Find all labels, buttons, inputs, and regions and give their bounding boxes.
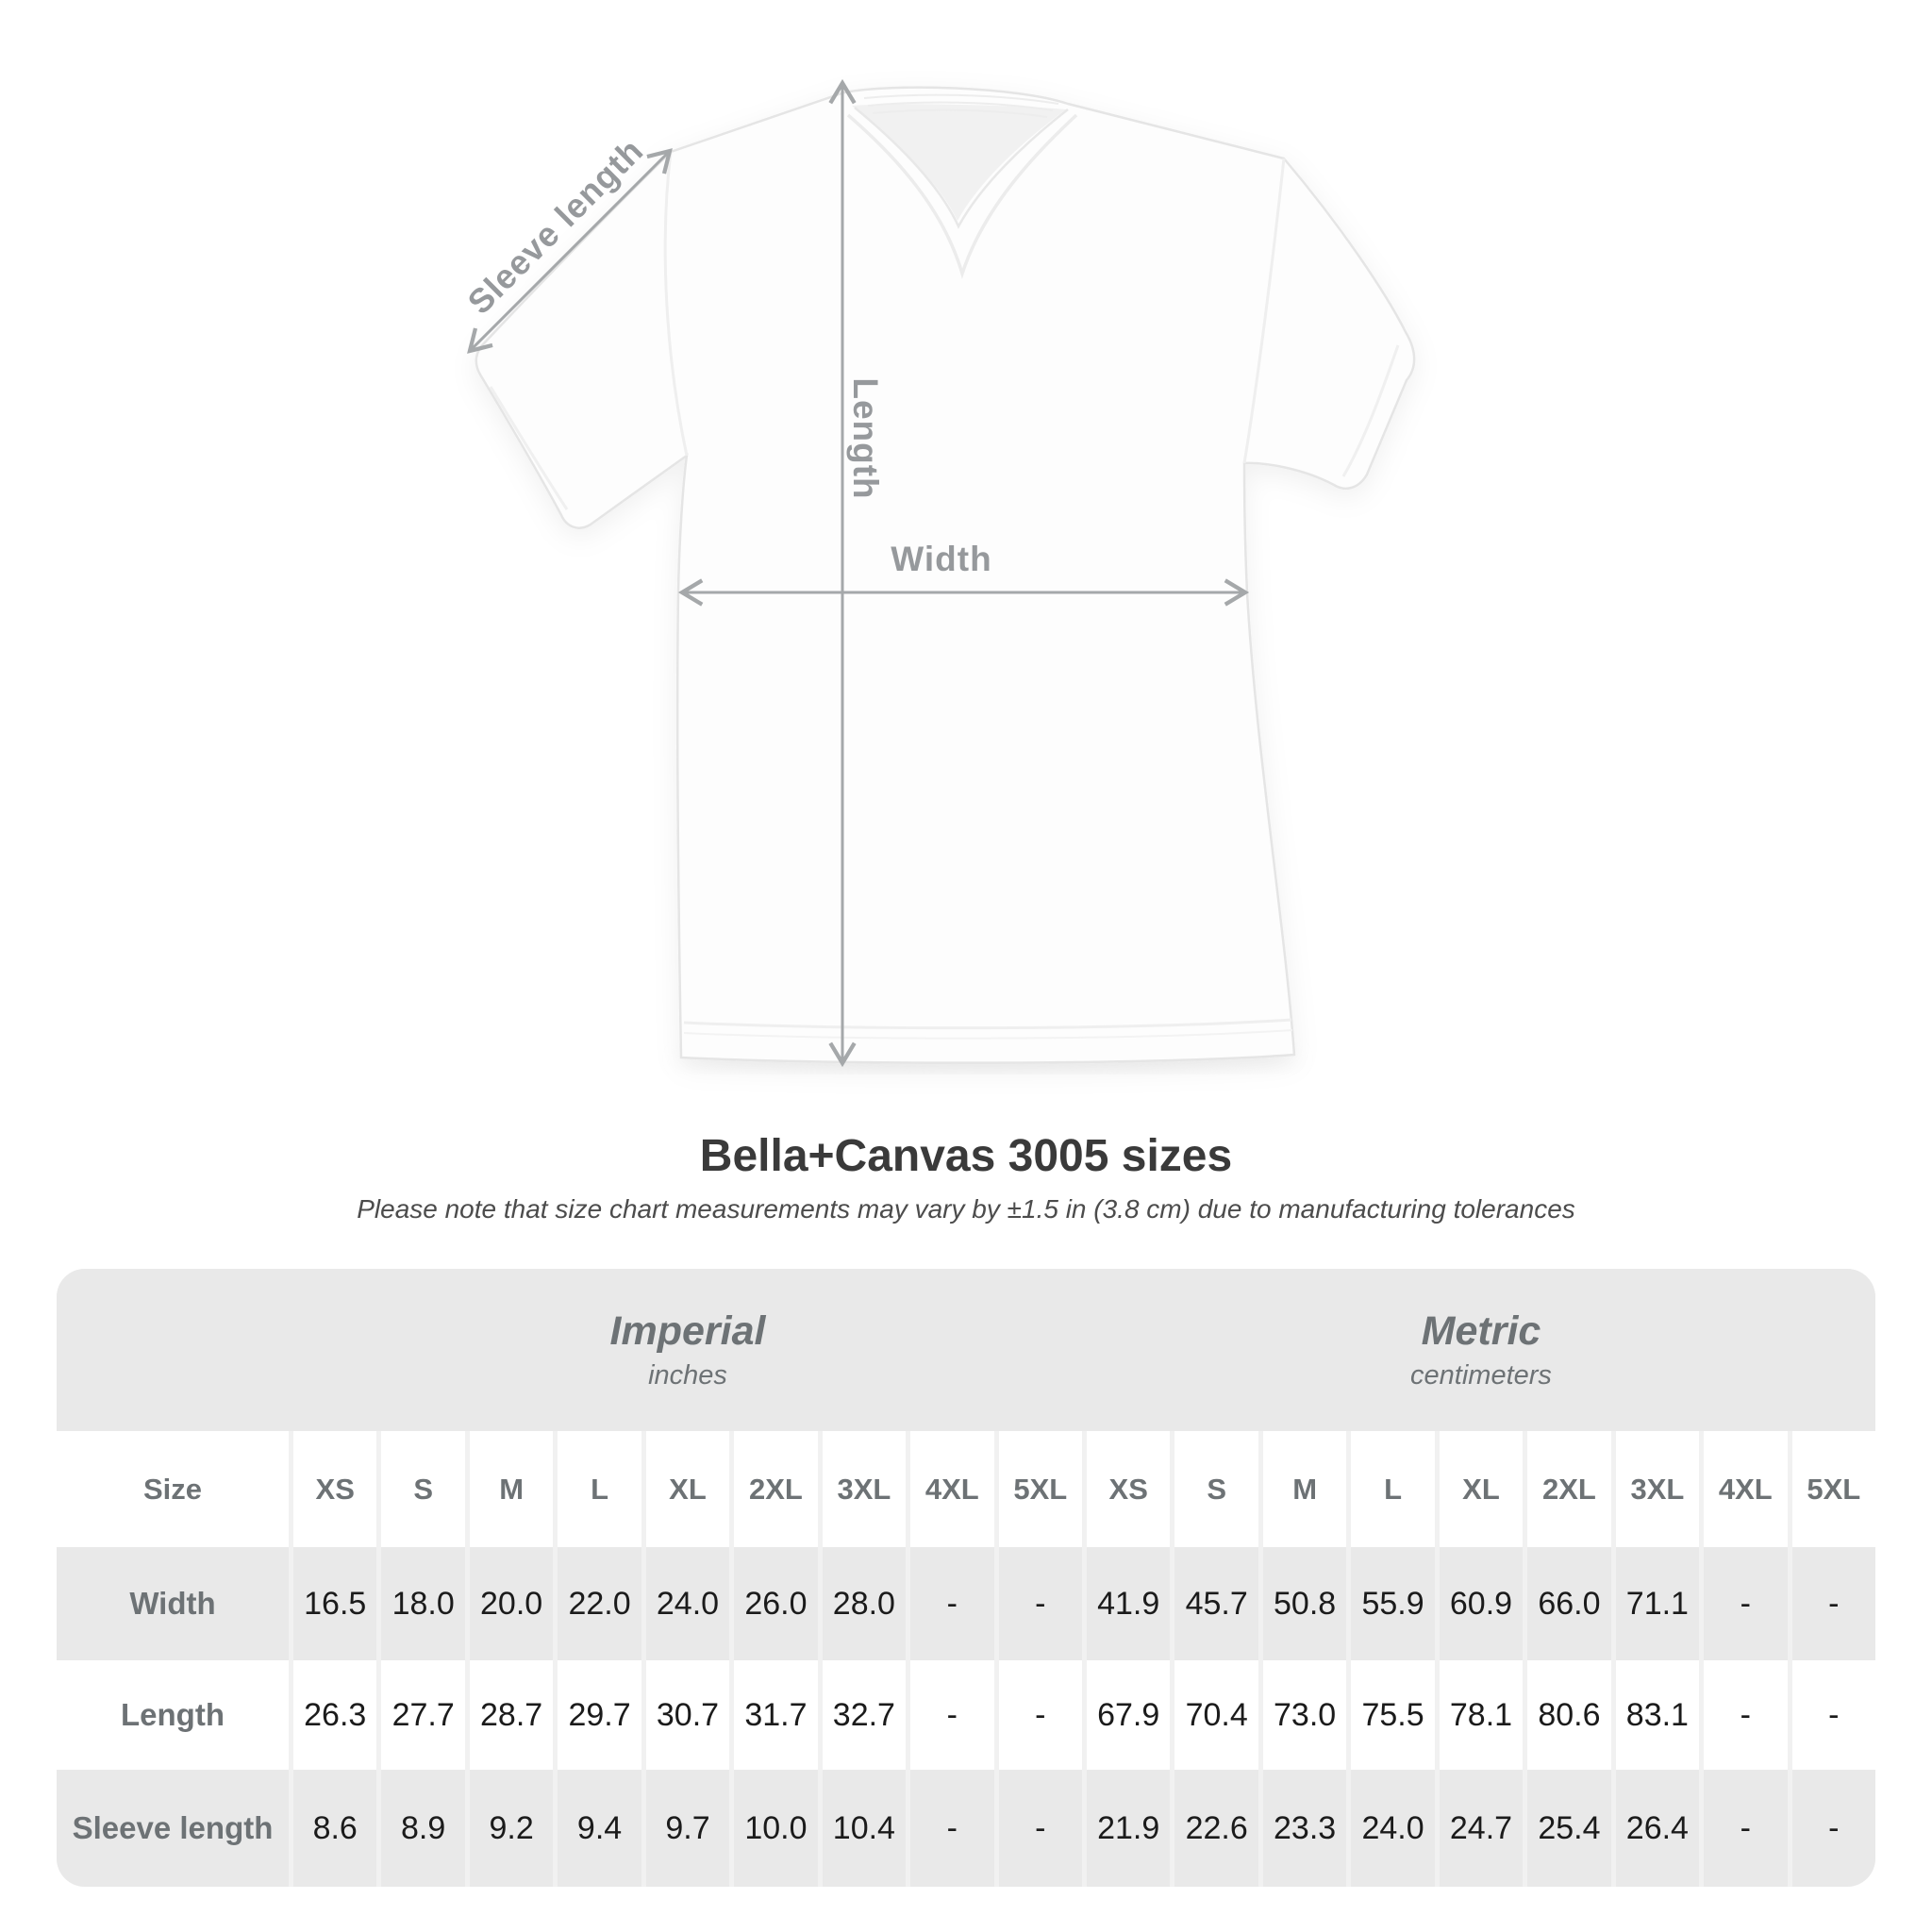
page-subtitle: Please note that size chart measurements… (357, 1194, 1575, 1224)
size-header-cell: XS (293, 1431, 377, 1547)
size-header-cell: M (1262, 1431, 1347, 1547)
size-header-cell: 5XL (998, 1431, 1082, 1547)
sleeve-length-arrow (467, 148, 673, 354)
metric-unit: centimeters (1410, 1360, 1552, 1391)
value-cell: 9.2 (469, 1770, 554, 1887)
value-cell: 22.6 (1174, 1770, 1258, 1887)
vneck-opening (852, 104, 1066, 221)
value-cell: 28.7 (469, 1660, 554, 1770)
value-cell: - (1791, 1660, 1875, 1770)
value-cell: 21.9 (1086, 1770, 1171, 1887)
value-cell: - (1791, 1547, 1875, 1660)
tshirt-graphic (475, 86, 1416, 1064)
value-cell: 55.9 (1351, 1547, 1435, 1660)
value-cell: - (1704, 1547, 1788, 1660)
size-header-cell: 2XL (1527, 1431, 1611, 1547)
value-cell: 26.3 (293, 1660, 377, 1770)
value-cell: 9.4 (558, 1770, 641, 1887)
value-cell: - (1704, 1660, 1788, 1770)
value-cell: 10.0 (734, 1770, 818, 1887)
value-cell: 24.0 (1351, 1770, 1435, 1887)
value-cell: 26.0 (734, 1547, 818, 1660)
value-cell: 67.9 (1086, 1660, 1171, 1770)
value-cell: - (1791, 1770, 1875, 1887)
value-cell: 18.0 (381, 1547, 465, 1660)
size-header-cell: 4XL (910, 1431, 994, 1547)
length-label: Length (846, 377, 885, 500)
metric-label: Metric (1421, 1308, 1541, 1354)
table-header-band: Imperial inches Metric centimeters (57, 1269, 1875, 1431)
value-cell: 24.7 (1439, 1770, 1524, 1887)
value-cell: 23.3 (1262, 1770, 1347, 1887)
size-header-cell: 3XL (1615, 1431, 1700, 1547)
value-cell: 71.1 (1615, 1547, 1700, 1660)
value-cell: - (910, 1547, 994, 1660)
value-cell: - (998, 1770, 1082, 1887)
size-header-cell: S (381, 1431, 465, 1547)
size-header-cell: XL (1439, 1431, 1524, 1547)
value-cell: 30.7 (645, 1660, 730, 1770)
size-header-cell: XL (645, 1431, 730, 1547)
value-cell: 8.6 (293, 1770, 377, 1887)
value-cell: 45.7 (1174, 1547, 1258, 1660)
value-cell: 28.0 (822, 1547, 907, 1660)
value-cell: 80.6 (1527, 1660, 1611, 1770)
value-cell: 31.7 (734, 1660, 818, 1770)
size-column-header: Size (57, 1431, 289, 1547)
value-cell: - (998, 1660, 1082, 1770)
row-label: Sleeve length (57, 1770, 289, 1887)
value-cell: 78.1 (1439, 1660, 1524, 1770)
value-cell: - (1704, 1770, 1788, 1887)
value-cell: 24.0 (645, 1547, 730, 1660)
size-header-cell: 2XL (734, 1431, 818, 1547)
metric-group-header: Metric centimeters (1087, 1269, 1875, 1431)
value-cell: 26.4 (1615, 1770, 1700, 1887)
value-cell: 50.8 (1262, 1547, 1347, 1660)
value-cell: - (910, 1660, 994, 1770)
value-cell: - (998, 1547, 1082, 1660)
size-header-cell: XS (1086, 1431, 1171, 1547)
size-header-cell: L (558, 1431, 641, 1547)
imperial-label: Imperial (609, 1308, 766, 1354)
size-header-cell: L (1351, 1431, 1435, 1547)
value-cell: 29.7 (558, 1660, 641, 1770)
value-cell: 16.5 (293, 1547, 377, 1660)
value-cell: 83.1 (1615, 1660, 1700, 1770)
value-cell: 9.7 (645, 1770, 730, 1887)
value-cell: 22.0 (558, 1547, 641, 1660)
value-cell: 73.0 (1262, 1660, 1347, 1770)
value-cell: - (910, 1770, 994, 1887)
value-cell: 41.9 (1086, 1547, 1171, 1660)
value-cell: 10.4 (822, 1770, 907, 1887)
row-label: Length (57, 1660, 289, 1770)
row-label: Width (57, 1547, 289, 1660)
size-table: Imperial inches Metric centimeters Size X… (57, 1269, 1875, 1887)
size-header-cell: 4XL (1704, 1431, 1788, 1547)
value-cell: 66.0 (1527, 1547, 1611, 1660)
page-title: Bella+Canvas 3005 sizes (699, 1131, 1233, 1181)
value-cell: 60.9 (1439, 1547, 1524, 1660)
value-cell: 32.7 (822, 1660, 907, 1770)
size-header-cell: S (1174, 1431, 1258, 1547)
value-cell: 70.4 (1174, 1660, 1258, 1770)
value-cell: 8.9 (381, 1770, 465, 1887)
imperial-unit: inches (648, 1360, 727, 1391)
imperial-group-header: Imperial inches (293, 1269, 1082, 1431)
value-cell: 20.0 (469, 1547, 554, 1660)
size-header-cell: 5XL (1791, 1431, 1875, 1547)
width-label: Width (891, 540, 992, 578)
size-header-cell: 3XL (822, 1431, 907, 1547)
value-cell: 25.4 (1527, 1770, 1611, 1887)
tshirt-diagram (467, 78, 1416, 1072)
value-cell: 27.7 (381, 1660, 465, 1770)
value-cell: 75.5 (1351, 1660, 1435, 1770)
size-header-cell: M (469, 1431, 554, 1547)
